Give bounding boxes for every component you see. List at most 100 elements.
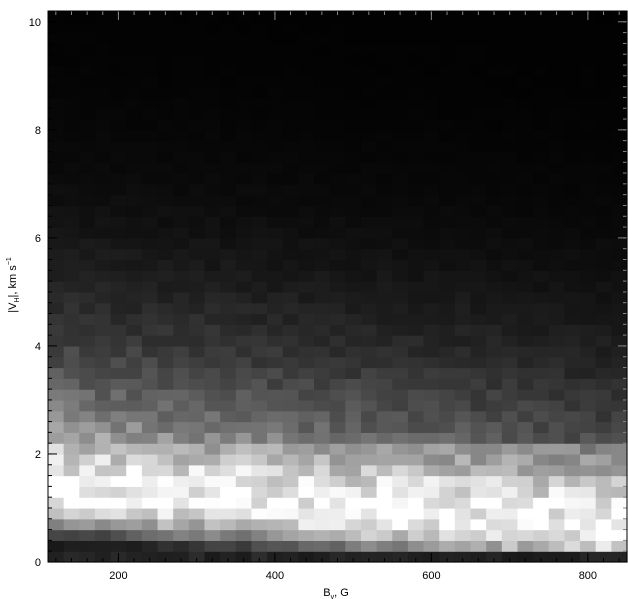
heatmap-cell [110,453,127,466]
heatmap-cell [501,281,519,293]
heatmap-cell [345,335,362,347]
heatmap-cell [360,529,378,541]
heatmap-cell [501,399,519,412]
heatmap-cell [454,75,472,88]
heatmap-cell [126,205,143,217]
x-tick-label: 400 [266,570,284,582]
heatmap-cell [282,227,299,239]
heatmap-cell [220,227,237,239]
heatmap-cell [533,281,550,293]
heatmap-cell [220,356,237,369]
heatmap-cell [251,475,268,487]
heatmap-cell [407,551,425,563]
heatmap-cell [204,237,221,250]
heatmap-cell [314,11,331,23]
heatmap-cell [48,75,65,88]
heatmap-cell [486,281,503,293]
heatmap-cell [501,43,519,55]
y-tick-label: 4 [35,341,41,353]
heatmap-cell [517,281,534,293]
heatmap-cell [157,302,174,315]
heatmap-cell [110,270,127,282]
heatmap-cell [454,399,472,412]
heatmap-cell [392,443,409,455]
heatmap-cell [454,335,472,347]
heatmap-cell [220,464,237,477]
heatmap-cell [79,183,96,196]
heatmap-cell [141,529,159,541]
heatmap-cell [360,389,378,401]
heatmap-cell [79,270,96,282]
heatmap-cell [517,313,534,325]
heatmap-cell [376,259,393,271]
heatmap-cell [595,205,612,217]
heatmap-cell [345,43,362,55]
heatmap-cell [157,194,174,207]
heatmap-cell [267,281,284,293]
heatmap-cell [580,173,597,185]
heatmap-cell [580,540,597,552]
heatmap-cell [329,389,346,401]
heatmap-cell [251,486,268,498]
heatmap-cell [580,194,597,207]
heatmap-cell [392,507,409,520]
heatmap-cell [580,302,597,315]
heatmap-cell [595,399,612,412]
heatmap-cell [533,475,550,487]
heatmap-cell [173,540,190,552]
heatmap-cell [126,119,143,131]
heatmap-cell [157,313,174,325]
heatmap-cell [580,237,597,250]
heatmap-cell [548,54,566,66]
heatmap-cell [439,259,456,271]
heatmap-cell [423,291,440,304]
heatmap-cell [329,399,346,412]
heatmap-cell [486,421,503,433]
heatmap-cell [580,86,597,99]
heatmap-cell [595,443,612,455]
heatmap-cell [517,497,534,509]
heatmap-cell [141,11,159,23]
heatmap-cell [454,216,472,228]
heatmap-cell [423,227,440,239]
heatmap-cell [126,281,143,293]
heatmap-cell [611,54,628,66]
heatmap-cell [251,205,268,217]
heatmap-cell [298,129,315,142]
heatmap-cell [63,389,80,401]
heatmap-cell [110,151,127,163]
heatmap-cell [298,183,315,196]
heatmap-cell [235,162,253,174]
heatmap-cell [407,443,425,455]
heatmap-cell [79,119,96,131]
heatmap-cell [94,270,112,282]
heatmap-cell [63,270,80,282]
heatmap-cell [141,54,159,66]
heatmap-cell [220,65,237,77]
heatmap-cell [157,378,174,390]
heatmap-cell [533,183,550,196]
heatmap-cell [470,32,487,45]
heatmap-cell [314,399,331,412]
heatmap-cell [345,529,362,541]
heatmap-cell [204,324,221,336]
heatmap-cell [345,291,362,304]
heatmap-cell [611,237,628,250]
major-ticks [48,11,627,563]
heatmap-cell [79,21,96,34]
heatmap-cell [141,507,159,520]
heatmap-cell [251,389,268,401]
heatmap-cell [376,335,393,347]
heatmap-cell [611,378,628,390]
heatmap-cell [157,205,174,217]
heatmap-cell [79,194,96,207]
heatmap-cell [220,248,237,261]
heatmap-cell [63,507,80,520]
heatmap-cell [392,21,409,34]
heatmap-cell [517,399,534,412]
heatmap-cell [188,54,206,66]
heatmap-cell [79,399,96,412]
heatmap-cell [282,313,299,325]
heatmap-cell [251,335,268,347]
heatmap-cell [251,97,268,109]
